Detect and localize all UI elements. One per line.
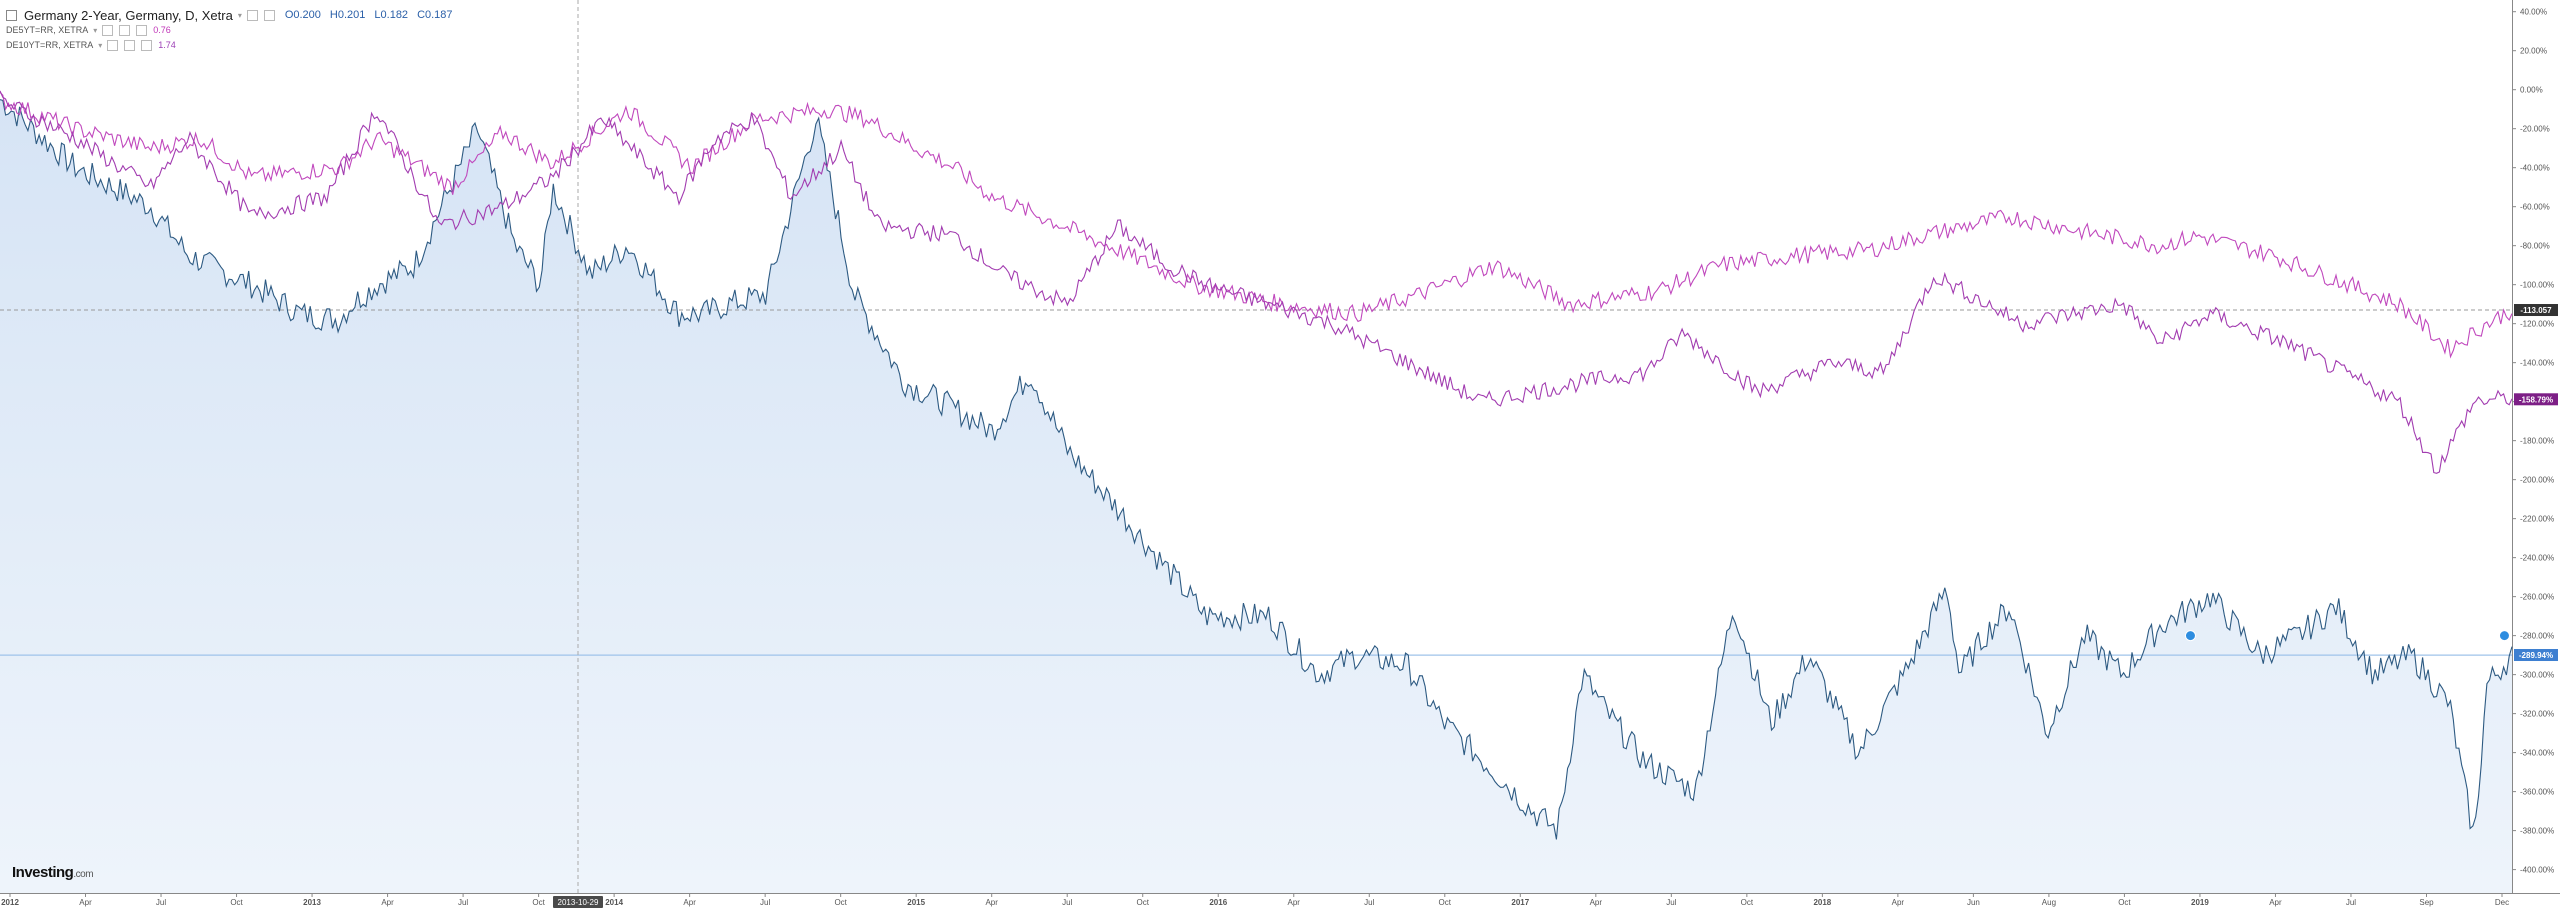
price-badge-label-de10y: -158.79% bbox=[2519, 395, 2553, 404]
eye-icon[interactable] bbox=[107, 40, 119, 51]
x-tick-label: Oct bbox=[1137, 898, 1150, 907]
logo-text: Investing bbox=[12, 864, 74, 881]
y-tick-label: -260.00% bbox=[2520, 593, 2554, 602]
x-tick-label: Jul bbox=[1364, 898, 1374, 907]
x-tick-label: 2014 bbox=[605, 898, 623, 907]
y-tick-label: 20.00% bbox=[2520, 47, 2547, 56]
y-tick-label: -360.00% bbox=[2520, 788, 2554, 797]
legend-series2-value: 0.76 bbox=[153, 25, 171, 35]
event-marker-icon[interactable] bbox=[2498, 630, 2510, 642]
close-icon[interactable] bbox=[136, 25, 148, 36]
legend: Germany 2-Year, Germany, D, Xetra ▾ O0.2… bbox=[6, 8, 453, 53]
y-tick-label: -280.00% bbox=[2520, 632, 2554, 641]
y-tick-label: -140.00% bbox=[2520, 359, 2554, 368]
investing-logo: Investing.com bbox=[12, 864, 94, 881]
chevron-down-icon[interactable]: ▾ bbox=[98, 41, 103, 50]
x-tick-label: Jul bbox=[760, 898, 770, 907]
x-tick-label: 2015 bbox=[907, 898, 925, 907]
x-tick-label: Oct bbox=[2118, 898, 2131, 907]
y-tick-label: -40.00% bbox=[2520, 164, 2550, 173]
y-tick-label: -200.00% bbox=[2520, 476, 2554, 485]
legend-close: C0.187 bbox=[417, 9, 453, 21]
x-tick-label: Jul bbox=[1062, 898, 1072, 907]
x-tick-label: Apr bbox=[1892, 898, 1905, 907]
legend-series3-value: 1.74 bbox=[158, 40, 176, 50]
settings-icon[interactable] bbox=[119, 25, 131, 36]
y-tick-label: -20.00% bbox=[2520, 125, 2550, 134]
x-tick-label: Oct bbox=[834, 898, 847, 907]
eye-icon[interactable] bbox=[102, 25, 114, 36]
event-marker-icon[interactable] bbox=[2184, 630, 2196, 642]
y-tick-label: -380.00% bbox=[2520, 827, 2554, 836]
price-badge-de10y bbox=[2514, 393, 2558, 406]
legend-series3-row[interactable]: DE10YT=RR, XETRA ▾ 1.74 bbox=[6, 38, 453, 53]
x-tick-label: Jul bbox=[458, 898, 468, 907]
x-tick-label: Apr bbox=[985, 898, 998, 907]
series-line-de10y[interactable] bbox=[0, 90, 2513, 474]
x-tick-label: 2013 bbox=[303, 898, 321, 907]
y-tick-label: -240.00% bbox=[2520, 554, 2554, 563]
y-tick-label: 40.00% bbox=[2520, 8, 2547, 17]
chevron-down-icon[interactable]: ▾ bbox=[237, 11, 242, 20]
x-tick-label: Sep bbox=[2419, 898, 2434, 907]
chevron-down-icon[interactable]: ▾ bbox=[93, 26, 98, 35]
x-tick-label: Apr bbox=[1288, 898, 1301, 907]
de2y-area bbox=[0, 99, 2512, 893]
legend-series2-row[interactable]: DE5YT=RR, XETRA ▾ 0.76 bbox=[6, 23, 453, 38]
x-tick-label: Apr bbox=[381, 898, 394, 907]
price-badge-label-de2y: -289.94% bbox=[2519, 651, 2553, 660]
settings-icon[interactable] bbox=[263, 10, 275, 21]
x-tick-label: Jul bbox=[2346, 898, 2356, 907]
series-line-de2y[interactable] bbox=[0, 99, 2513, 840]
price-badge-de5y bbox=[2514, 304, 2558, 317]
x-tick-label: Jul bbox=[1666, 898, 1676, 907]
x-tick-label: Apr bbox=[79, 898, 92, 907]
x-tick-label: Oct bbox=[230, 898, 243, 907]
close-icon[interactable] bbox=[141, 40, 153, 51]
price-badge-label-de5y: -113.057 bbox=[2520, 306, 2552, 315]
logo-suffix: .com bbox=[73, 869, 94, 880]
y-tick-label: -80.00% bbox=[2520, 242, 2550, 251]
y-tick-label: -400.00% bbox=[2520, 866, 2554, 875]
x-tick-label: Jul bbox=[156, 898, 166, 907]
eye-icon[interactable] bbox=[246, 10, 258, 21]
x-tick-label: Aug bbox=[2042, 898, 2056, 907]
x-tick-label: Oct bbox=[532, 898, 545, 907]
crosshair-date-label: 2013-10-29 bbox=[558, 898, 599, 907]
x-tick-label: Oct bbox=[1439, 898, 1452, 907]
y-tick-label: -320.00% bbox=[2520, 710, 2554, 719]
settings-icon[interactable] bbox=[124, 40, 136, 51]
collapse-icon[interactable] bbox=[6, 10, 17, 21]
crosshair-date-badge bbox=[553, 896, 603, 908]
y-tick-label: -60.00% bbox=[2520, 203, 2550, 212]
x-tick-label: 2012 bbox=[1, 898, 19, 907]
legend-series3-name: DE10YT=RR, XETRA bbox=[6, 40, 94, 50]
y-tick-label: -220.00% bbox=[2520, 515, 2554, 524]
price-badge-de2y bbox=[2514, 649, 2558, 662]
x-tick-label: Dec bbox=[2495, 898, 2509, 907]
x-tick-label: 2018 bbox=[1813, 898, 1831, 907]
x-tick-label: 2019 bbox=[2191, 898, 2209, 907]
x-tick-label: Oct bbox=[1741, 898, 1754, 907]
x-tick-label: Apr bbox=[683, 898, 696, 907]
x-tick-label: Apr bbox=[2269, 898, 2282, 907]
y-tick-label: -180.00% bbox=[2520, 437, 2554, 446]
legend-main-row[interactable]: Germany 2-Year, Germany, D, Xetra ▾ O0.2… bbox=[6, 8, 453, 23]
legend-main-title: Germany 2-Year, Germany, D, Xetra bbox=[24, 8, 233, 23]
y-tick-label: 0.00% bbox=[2520, 86, 2543, 95]
legend-series2-name: DE5YT=RR, XETRA bbox=[6, 25, 89, 35]
legend-low: L0.182 bbox=[374, 9, 409, 21]
x-tick-label: Jun bbox=[1967, 898, 1980, 907]
y-tick-label: -300.00% bbox=[2520, 671, 2554, 680]
x-tick-label: Apr bbox=[1590, 898, 1603, 907]
legend-open: O0.200 bbox=[284, 9, 321, 21]
legend-high: H0.201 bbox=[329, 9, 366, 21]
x-tick-label: 2017 bbox=[1511, 898, 1529, 907]
y-tick-label: -120.00% bbox=[2520, 320, 2554, 329]
x-tick-label: 2016 bbox=[1209, 898, 1227, 907]
y-tick-label: -340.00% bbox=[2520, 749, 2554, 758]
y-tick-label: -100.00% bbox=[2520, 281, 2554, 290]
